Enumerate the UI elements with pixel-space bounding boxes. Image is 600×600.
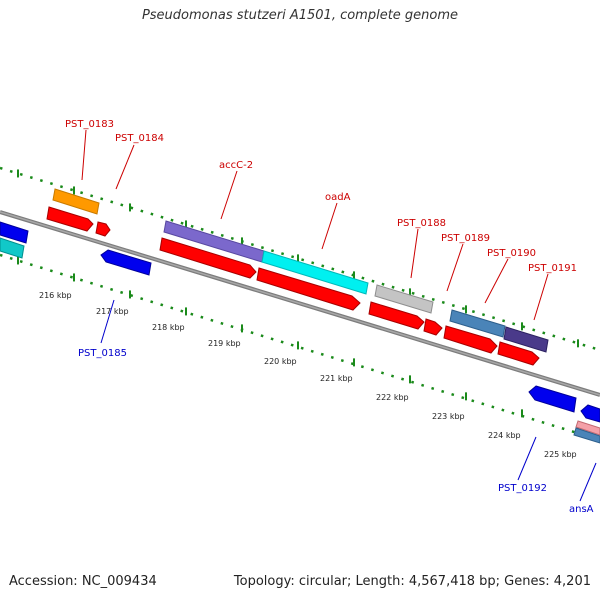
ruler-label: 225 kbp [544,450,577,459]
ruler-label: 218 kbp [152,323,185,332]
gene-label-pst0188: PST_0188 [397,218,446,229]
gene-arrow-pst0189 [423,318,443,336]
gene-arrow-pst0185 [100,249,152,276]
ruler-label: 220 kbp [264,357,297,366]
cog-track [0,188,600,444]
cog-box-pst0190 [449,309,506,338]
outer-tick-marks [17,169,579,348]
gene-arrow-pst0183 [46,206,94,232]
gene-arrow-pst0192 [528,385,577,413]
gene-label-pst0185: PST_0185 [78,348,127,359]
ruler-label: 216 kbp [39,291,72,300]
forward-genes [46,206,540,366]
label-leaders [81,129,597,502]
gene-label-pst0189: PST_0189 [441,233,490,244]
gene-arrow-ansa [580,404,600,423]
gene-label-oada: oadA [325,192,351,203]
gene-label-pst0191: PST_0191 [528,263,577,274]
cog-box-pst0191 [503,326,549,353]
ruler-labels: 216 kbp 217 kbp 218 kbp 219 kbp 220 kbp … [39,291,577,459]
ruler-label: 224 kbp [488,431,521,440]
gene-arrow-accc2 [159,237,257,279]
cog-box-right-steel [573,427,600,444]
accession-text: Accession: NC_009434 [9,574,157,589]
cog-box-right-pink [575,420,600,436]
gene-label-pst0190: PST_0190 [487,248,536,259]
genome-summary-text: Topology: circular; Length: 4,567,418 bp… [233,574,591,589]
gene-label-ansa: ansA [569,504,594,515]
gene-label-accc2: accC-2 [219,160,253,171]
ruler-label: 223 kbp [432,412,465,421]
gene-label-pst0184: PST_0184 [115,133,164,144]
ruler-label: 219 kbp [208,339,241,348]
gene-label-pst0183: PST_0183 [65,119,114,130]
ruler-label: 222 kbp [376,393,409,402]
ruler-label: 221 kbp [320,374,353,383]
map-title: Pseudomonas stutzeri A1501, complete gen… [141,8,459,23]
reverse-genes [100,249,600,423]
gene-arrow-oada [256,267,361,311]
gene-arrow-pst0190 [443,325,498,354]
ruler-label: 217 kbp [96,307,129,316]
cog-box-pst0188 [374,284,434,314]
outer-dotted-track [0,166,600,352]
cog-box-pst0183 [52,188,100,215]
cog-box-left-teal [0,237,25,259]
cog-box-oada [261,250,369,295]
gene-labels: PST_0183 PST_0184 accC-2 oadA PST_0188 P… [65,119,594,515]
gene-arrow-pst0188 [368,301,425,330]
gene-arrow-pst0184 [95,221,111,237]
gene-label-pst0192: PST_0192 [498,483,547,494]
gene-arrow-pst0191 [497,341,540,366]
cog-box-left-blue [0,221,29,244]
